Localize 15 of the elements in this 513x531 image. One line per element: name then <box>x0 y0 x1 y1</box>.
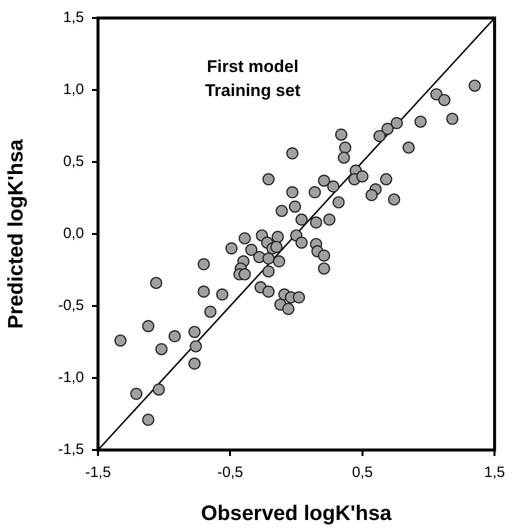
x-tick-label: -1,5 <box>85 464 111 482</box>
y-tick-label: 0,0 <box>63 225 84 242</box>
y-tick-label: 0,5 <box>63 153 84 170</box>
x-axis-title: Observed logK'hsa <box>201 502 392 526</box>
y-tick-label: -1,0 <box>58 369 84 386</box>
annotation: Training set <box>204 81 301 100</box>
x-tick-label: 0,5 <box>352 464 373 482</box>
y-axis-title: Predicted logK'hsa <box>4 139 28 329</box>
x-tick-label: -0,5 <box>217 464 244 482</box>
y-tick-label: -1,5 <box>58 441 84 458</box>
y-tick-label: -0,5 <box>58 297 84 314</box>
y-tick-label: 1,0 <box>63 81 84 98</box>
x-tick-label: 1,5 <box>484 464 506 482</box>
y-tick-label: 1,5 <box>63 9 84 26</box>
annotation: First model <box>206 57 298 76</box>
